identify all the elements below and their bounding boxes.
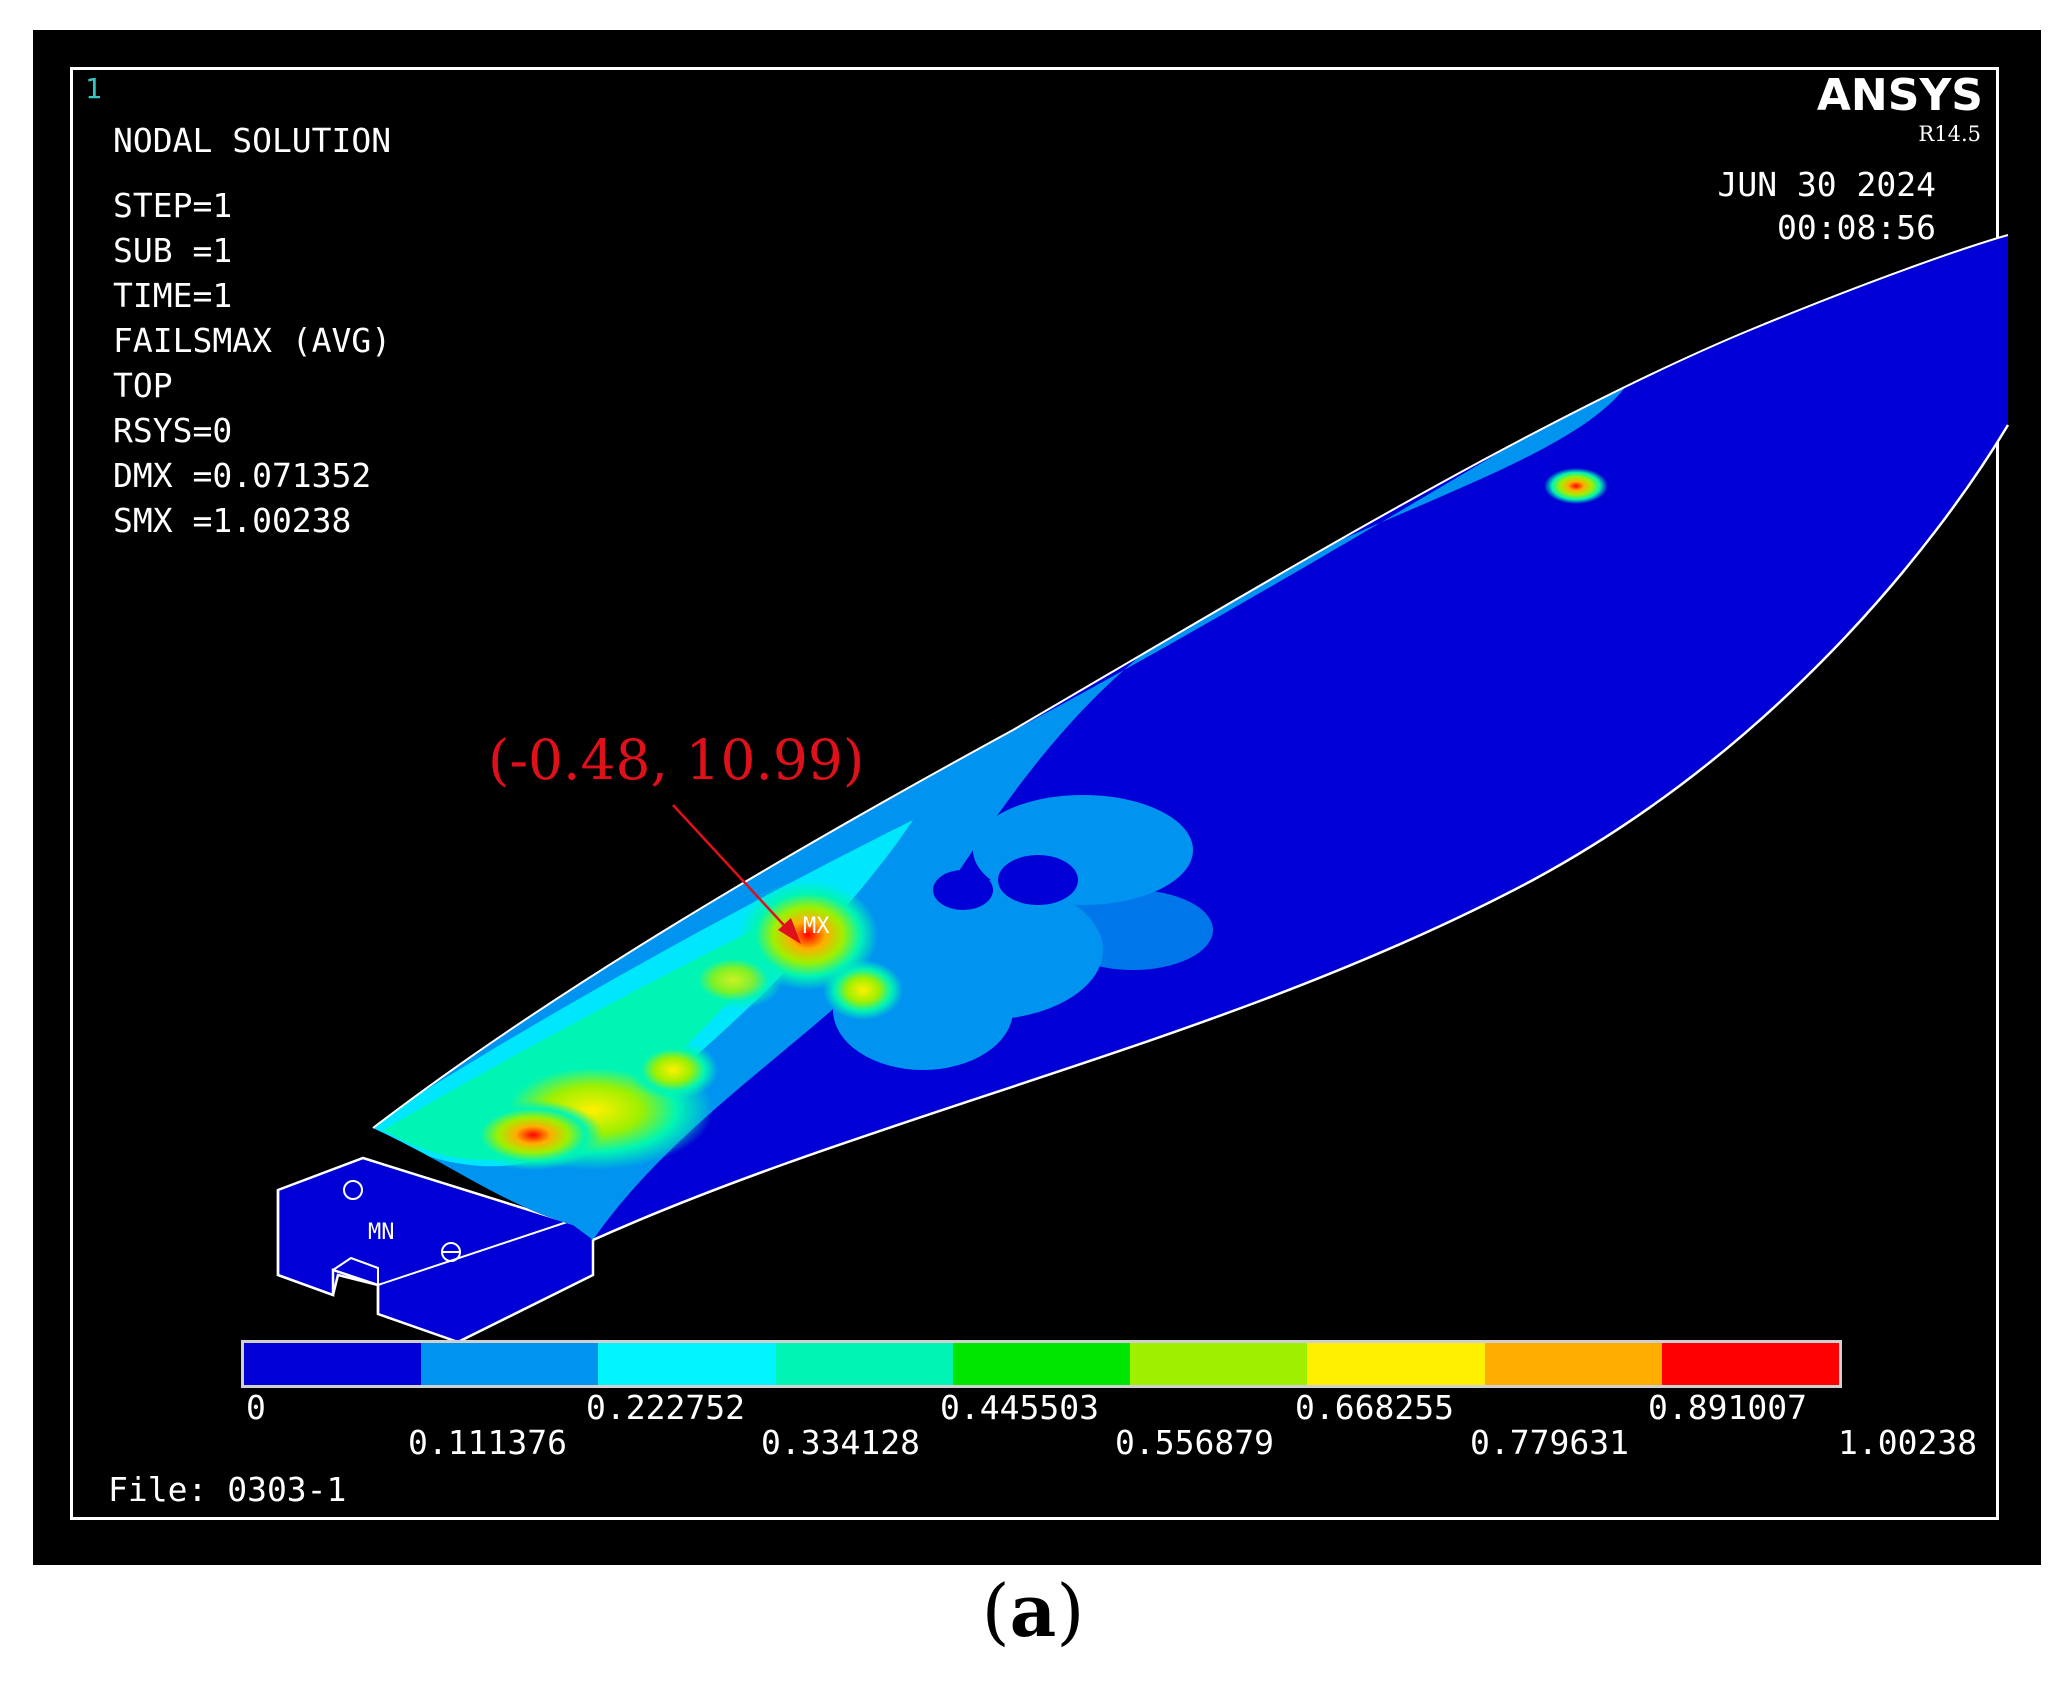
legend-band-6	[1130, 1343, 1308, 1385]
param-step: STEP=1	[113, 186, 233, 225]
ansys-logo: ANSYS	[1816, 70, 1983, 121]
legend-band-3	[598, 1343, 776, 1385]
min-marker-label: MN	[368, 1220, 395, 1245]
param-layer: TOP	[113, 366, 173, 405]
window-number: 1	[85, 72, 102, 105]
legend-label: 0.445503	[940, 1388, 1099, 1427]
param-rsys: RSYS=0	[113, 411, 233, 450]
solution-title: NODAL SOLUTION	[113, 121, 392, 160]
legend-label: 0.891007	[1648, 1388, 1807, 1427]
legend-band-2	[421, 1343, 599, 1385]
param-time: TIME=1	[113, 276, 233, 315]
param-smx: SMX =1.00238	[113, 501, 352, 540]
figure-caption: (a)	[0, 1568, 2066, 1653]
ansys-graphics-window: 1 ANSYS R14.5 JUN 30 2024 00:08:56 NODAL…	[33, 30, 2041, 1565]
contour-legend-bar	[241, 1340, 1842, 1388]
legend-band-1	[244, 1343, 422, 1385]
legend-band-7	[1307, 1343, 1485, 1385]
max-location-annotation: (-0.48, 10.99)	[488, 728, 865, 792]
viewport-frame	[70, 67, 1999, 1520]
param-dmx: DMX =0.071352	[113, 456, 372, 495]
plot-time: 00:08:56	[1777, 208, 1936, 247]
caption-close: )	[1056, 1569, 1085, 1653]
legend-band-5	[952, 1343, 1131, 1385]
root-block	[276, 1156, 595, 1344]
legend-band-8	[1484, 1343, 1662, 1385]
annotation-arrowhead	[778, 918, 801, 944]
legend-label: 0.111376	[408, 1423, 567, 1462]
plot-date: JUN 30 2024	[1717, 165, 1936, 204]
max-marker-label: MX	[803, 914, 830, 939]
legend-label: 1.00238	[1838, 1423, 1978, 1462]
param-sub: SUB =1	[113, 231, 233, 270]
caption-open: (	[981, 1569, 1010, 1653]
legend-label: 0.222752	[586, 1388, 745, 1427]
blade-contour-model	[276, 234, 2010, 1344]
ansys-version: R14.5	[1918, 122, 1981, 146]
legend-label: 0	[246, 1388, 266, 1427]
annotation-arrow	[672, 804, 794, 936]
legend-label: 0.334128	[761, 1423, 920, 1462]
legend-band-9	[1661, 1343, 1839, 1385]
file-name-label: File: 0303-1	[108, 1470, 347, 1509]
param-result-item: FAILSMAX (AVG)	[113, 321, 392, 360]
legend-label: 0.668255	[1295, 1388, 1454, 1427]
legend-label: 0.779631	[1470, 1423, 1629, 1462]
legend-band-4	[775, 1343, 953, 1385]
caption-letter: a	[1009, 1568, 1057, 1653]
legend-label: 0.556879	[1115, 1423, 1274, 1462]
